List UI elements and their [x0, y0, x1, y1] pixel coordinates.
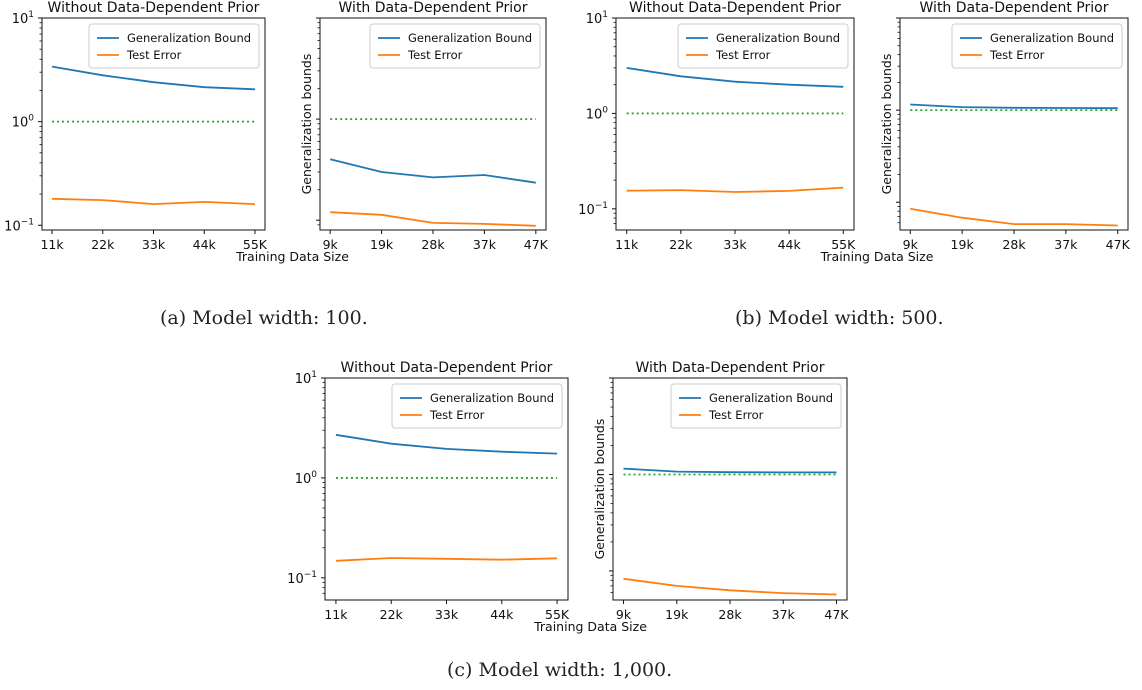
x-tick-label: 22k	[91, 237, 115, 252]
x-tick-label: 55K	[831, 237, 856, 252]
chart-title: Without Data-Dependent Prior	[48, 0, 260, 16]
legend-label: Test Error	[126, 48, 182, 62]
x-tick-label: 19k	[370, 237, 394, 252]
x-tick-label: 44k	[490, 607, 514, 622]
y-tick-label: 10−1	[578, 201, 608, 218]
y-tick-label: 10−1	[4, 217, 34, 234]
legend-label: Test Error	[708, 408, 764, 422]
series-line-test-error	[910, 207, 1118, 227]
x-tick-label: 47K	[524, 237, 549, 252]
series-line-generalization-bound	[626, 67, 844, 88]
chart-title: With Data-Dependent Prior	[636, 360, 825, 376]
x-tick-label: 11k	[615, 237, 639, 252]
series-line-test-error	[626, 186, 844, 193]
chart-panel-c-right: With Data-Dependent Prior 9k 19k 28k 37k 47K G…	[592, 360, 849, 622]
series-line-test-error	[335, 557, 558, 562]
chart-panel-b-right: With Data-Dependent Prior 9k 19k 28k 37k 47K G…	[879, 0, 1131, 252]
legend-label: Generalization Bound	[408, 31, 532, 45]
x-tick-label: 47K	[824, 607, 849, 622]
legend-box	[670, 383, 842, 429]
y-tick-label: 100	[586, 105, 609, 122]
legend: Generalization Bound Test Error	[391, 383, 563, 429]
y-axis-label: Generalization bounds	[299, 54, 314, 195]
legend-label: Test Error	[989, 48, 1045, 62]
x-tick-label: 11k	[40, 237, 64, 252]
legend-label: Test Error	[429, 408, 485, 422]
x-tick-label: 37k	[473, 237, 497, 252]
legend-label: Test Error	[715, 48, 771, 62]
series-line-generalization-bound	[329, 158, 536, 184]
x-tick-label: 28k	[1002, 237, 1026, 252]
caption-c: (c) Model width: 1,000.	[447, 659, 673, 681]
chart-title: With Data-Dependent Prior	[339, 0, 528, 16]
legend-label: Generalization Bound	[127, 31, 251, 45]
x-axis-label: Training Data Size	[820, 249, 934, 264]
chart-panel-a-right: With Data-Dependent Prior 9k 19k 28k 37k 47K G…	[299, 0, 549, 252]
chart-panel-b-left: Without Data-Dependent Prior 11k 22k 33k 44k…	[578, 0, 934, 264]
x-tick-label: 33k	[435, 607, 459, 622]
x-tick-label: 44k	[778, 237, 802, 252]
chart-panel-c-left: Without Data-Dependent Prior 11k 22k 33k 44k…	[287, 360, 647, 634]
y-tick-label: 101	[295, 370, 317, 387]
legend-label: Test Error	[407, 48, 463, 62]
legend-label: Generalization Bound	[430, 391, 554, 405]
legend-box	[677, 23, 849, 69]
x-tick-label: 9k	[323, 237, 339, 252]
x-axis-label: Training Data Size	[533, 619, 647, 634]
x-tick-label: 44k	[193, 237, 217, 252]
legend-box	[951, 23, 1123, 69]
series-line-generalization-bound	[910, 103, 1118, 110]
legend-label: Generalization Bound	[709, 391, 833, 405]
x-tick-label: 33k	[142, 237, 166, 252]
x-tick-label: 37k	[772, 607, 796, 622]
chart-title: With Data-Dependent Prior	[920, 0, 1109, 16]
x-tick-label: 9k	[616, 607, 632, 622]
legend-label: Generalization Bound	[990, 31, 1114, 45]
y-tick-label: 101	[586, 10, 608, 27]
y-tick-label: 101	[12, 10, 34, 27]
x-tick-label: 55K	[545, 607, 570, 622]
x-tick-label: 9k	[903, 237, 919, 252]
x-tick-label: 33k	[723, 237, 747, 252]
series-line-test-error	[623, 577, 837, 596]
series-line-test-error	[330, 211, 536, 227]
legend-box	[391, 383, 563, 429]
caption-a: (a) Model width: 100.	[160, 307, 368, 329]
x-tick-label: 47K	[1106, 237, 1131, 252]
y-tick-label: 10−1	[287, 570, 317, 587]
legend-label: Generalization Bound	[716, 31, 840, 45]
x-axis-label: Training Data Size	[235, 249, 349, 264]
chart-title: Without Data-Dependent Prior	[629, 0, 841, 16]
y-axis-label: Generalization bounds	[879, 54, 894, 195]
x-tick-label: 19k	[951, 237, 975, 252]
chart-title: Without Data-Dependent Prior	[341, 360, 553, 376]
legend: Generalization Bound Test Error	[369, 23, 541, 69]
series-line-generalization-bound	[623, 467, 837, 474]
legend-box	[88, 23, 260, 69]
series-line-generalization-bound	[335, 433, 558, 455]
x-tick-label: 28k	[421, 237, 445, 252]
x-tick-label: 22k	[380, 607, 404, 622]
x-tick-label: 55K	[243, 237, 268, 252]
legend: Generalization Bound Test Error	[88, 23, 260, 69]
series-line-test-error	[51, 197, 256, 206]
y-axis-label: Generalization bounds	[592, 419, 607, 560]
legend: Generalization Bound Test Error	[951, 23, 1123, 69]
legend: Generalization Bound Test Error	[670, 383, 842, 429]
chart-panel-a-left: Without Data-Dependent Prior 11k 22k 33k 44k…	[4, 0, 349, 264]
legend: Generalization Bound Test Error	[677, 23, 849, 69]
x-tick-label: 37k	[1054, 237, 1078, 252]
caption-b: (b) Model width: 500.	[735, 307, 944, 329]
x-tick-label: 11k	[324, 607, 348, 622]
x-tick-label: 19k	[665, 607, 689, 622]
x-tick-label: 22k	[669, 237, 693, 252]
y-tick-label: 100	[12, 114, 35, 131]
legend-box	[369, 23, 541, 69]
x-tick-label: 28k	[718, 607, 742, 622]
series-line-generalization-bound	[51, 65, 256, 91]
y-tick-label: 100	[295, 470, 318, 487]
